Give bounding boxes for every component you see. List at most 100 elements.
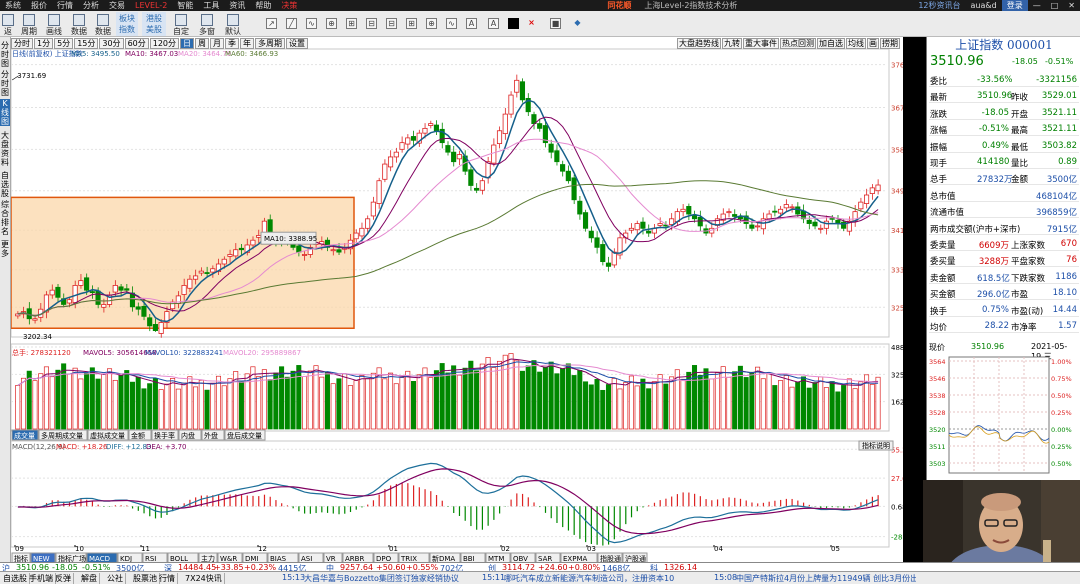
menu-item-news[interactable]: 资讯 (229, 1, 246, 10)
minimize-icon[interactable]: — (1032, 1, 1041, 10)
period-tab-11[interactable]: 年 (240, 38, 255, 49)
delete-tool-icon[interactable]: × (528, 18, 535, 27)
menu-item-system[interactable]: 系统 (5, 1, 21, 10)
wave-tool-icon[interactable]: ∿ (306, 18, 317, 29)
period-tab-10[interactable]: 季 (225, 38, 240, 49)
circle-tool-icon[interactable]: ⊕ (426, 18, 437, 29)
tab-market-info[interactable]: 大盘资料 (1, 131, 9, 167)
indicator-help-button[interactable]: 指标说明 (858, 440, 894, 451)
bottom-tab-0[interactable]: 自选股 (1, 573, 30, 584)
volume-tab-7[interactable]: 盘后成交量 (224, 429, 266, 441)
menu-item-trade[interactable]: 交易 (109, 1, 125, 10)
text-tool-2-icon[interactable]: A (488, 18, 499, 29)
rect-tool-icon[interactable]: ⊞ (346, 18, 357, 29)
maximize-icon[interactable]: □ (1050, 1, 1059, 10)
quote-row-value2: -3321156 (1036, 75, 1077, 85)
bottom-tab-6[interactable]: 行情 (157, 573, 178, 584)
volume-bar (32, 380, 38, 430)
tab-intraday-2[interactable]: 分时图 (1, 70, 9, 97)
right-tool-3[interactable]: 热点回测 (780, 38, 816, 49)
bottom-tab-7[interactable]: 7X24快讯 (183, 573, 225, 584)
right-tool-2[interactable]: 重大事件 (743, 38, 779, 49)
text-tool-icon[interactable]: A (466, 18, 477, 29)
menu-item-help[interactable]: 帮助 (255, 1, 272, 10)
menu-item-tools[interactable]: 工具 (203, 1, 220, 10)
volume-tab-6[interactable]: 外盘 (201, 429, 225, 441)
volume-tab-3[interactable]: 金额 (128, 429, 152, 441)
cross-tool-icon[interactable]: ⊕ (326, 18, 337, 29)
close-icon[interactable]: ✕ (1068, 1, 1075, 10)
eraser-icon[interactable]: ■ (550, 18, 561, 29)
period-tab-3[interactable]: 15分 (74, 38, 99, 49)
period-tab-8[interactable]: 周 (195, 38, 210, 49)
period-button[interactable]: 周期 (18, 12, 40, 36)
menu-item-market[interactable]: 行情 (57, 1, 73, 10)
tab-more[interactable]: 更多 (1, 240, 9, 258)
menu-item-analysis[interactable]: 分析 (83, 1, 99, 10)
right-tool-5[interactable]: 均线 (846, 38, 866, 49)
right-tool-4[interactable]: 加自选 (817, 38, 845, 49)
news-headline[interactable]: 大昌华嘉与Bozzetto集团签订独家经销协议 (304, 574, 459, 583)
right-tool-1[interactable]: 九转 (722, 38, 742, 49)
tab-ranking[interactable]: 综合排名 (1, 200, 9, 236)
fib-tool-icon[interactable]: ⊟ (386, 18, 397, 29)
volume-bar (869, 383, 875, 430)
login-button[interactable]: 登录 (1001, 0, 1028, 11)
mini-intraday-chart[interactable]: 3564 1.00% 3546 0.75% 3538 0.50% 3528 0.25% 3520… (927, 355, 1080, 475)
arrow-tool-icon[interactable]: ↗ (266, 18, 277, 29)
period-tab-2[interactable]: 5分 (54, 38, 74, 49)
tab-kline[interactable]: K线图 (0, 99, 10, 126)
period-tab-4[interactable]: 30分 (99, 38, 124, 49)
right-tool-6[interactable]: 画 (867, 38, 879, 49)
tab-intraday[interactable]: 分时图 (1, 41, 9, 68)
bottom-tab-2[interactable]: 反弹 (53, 573, 74, 584)
right-tool-7[interactable]: 捞期 (880, 38, 900, 49)
right-tool-0[interactable]: 大盘趋势线 (677, 38, 721, 49)
menu-item-quote[interactable]: 报价 (31, 1, 47, 10)
period-tab-0[interactable]: 分时 (11, 38, 33, 49)
custom-button[interactable]: 自定 (170, 12, 192, 36)
price-ytick: 3416 (891, 227, 903, 235)
gann-tool-icon[interactable]: ⊞ (406, 18, 417, 29)
news-badge[interactable]: 12秒资讯台 (918, 1, 961, 10)
data-button[interactable]: 数据 (68, 12, 90, 36)
news-headline[interactable]: 哪吒汽车成立新能源汽车制造公司，注册资本10亿元 (504, 574, 674, 583)
settings-gear-icon[interactable]: ◆ (574, 18, 581, 27)
ellipse-tool-icon[interactable]: ∿ (446, 18, 457, 29)
multi-window-button[interactable]: 多窗 (196, 12, 218, 36)
menu-item-decision[interactable]: 决策 (281, 1, 298, 10)
bottom-tab-3[interactable]: 解盘 (79, 573, 100, 584)
period-tab-9[interactable]: 月 (210, 38, 225, 49)
bottom-tab-1[interactable]: 手机端 (27, 573, 56, 584)
candle-body (66, 299, 72, 304)
volume-tab-1[interactable]: 多周期成交量 (38, 429, 88, 441)
period-tab-13[interactable]: 设置 (286, 38, 309, 49)
menu-item-level2[interactable]: LEVEL-2 (135, 1, 168, 10)
sector-button[interactable]: 板块 指数 (116, 12, 138, 36)
bottom-tab-5[interactable]: 股票池 (131, 573, 160, 584)
volume-tab-5[interactable]: 内盘 (178, 429, 202, 441)
volume-tab-4[interactable]: 换手率 (151, 429, 179, 441)
volume-tab-0[interactable]: 成交量 (11, 429, 39, 441)
line-tool-icon[interactable]: ╱ (286, 18, 297, 29)
ticker-item: +0.23% (244, 563, 277, 572)
period-tab-12[interactable]: 多周期 (255, 38, 286, 49)
hk-us-button[interactable]: 港股 美股 (142, 12, 166, 36)
period-tab-6[interactable]: 120分 (149, 38, 180, 49)
period-tab-1[interactable]: 1分 (34, 38, 54, 49)
menu-item-smart[interactable]: 智能 (177, 1, 194, 10)
channel-tool-icon[interactable]: ⊟ (366, 18, 377, 29)
default-button[interactable]: 默认 (222, 12, 244, 36)
period-tab-7[interactable]: 日 (180, 38, 195, 49)
data-button-2[interactable]: 数据 (92, 12, 114, 36)
volume-bar (852, 388, 858, 430)
back-button[interactable]: 返回 (1, 12, 15, 47)
tab-watchlist[interactable]: 自选股 (1, 171, 9, 198)
news-headline[interactable]: 中国产特斯拉4月份上牌量为11949辆 创比3月份出现了大 (736, 574, 916, 583)
volume-tab-2[interactable]: 虚拟成交量 (87, 429, 129, 441)
period-tab-5[interactable]: 60分 (124, 38, 149, 49)
color-swatch-icon[interactable] (508, 18, 519, 29)
bottom-tab-4[interactable]: 公社 (105, 573, 126, 584)
draw-button[interactable]: 画线 (43, 12, 65, 36)
